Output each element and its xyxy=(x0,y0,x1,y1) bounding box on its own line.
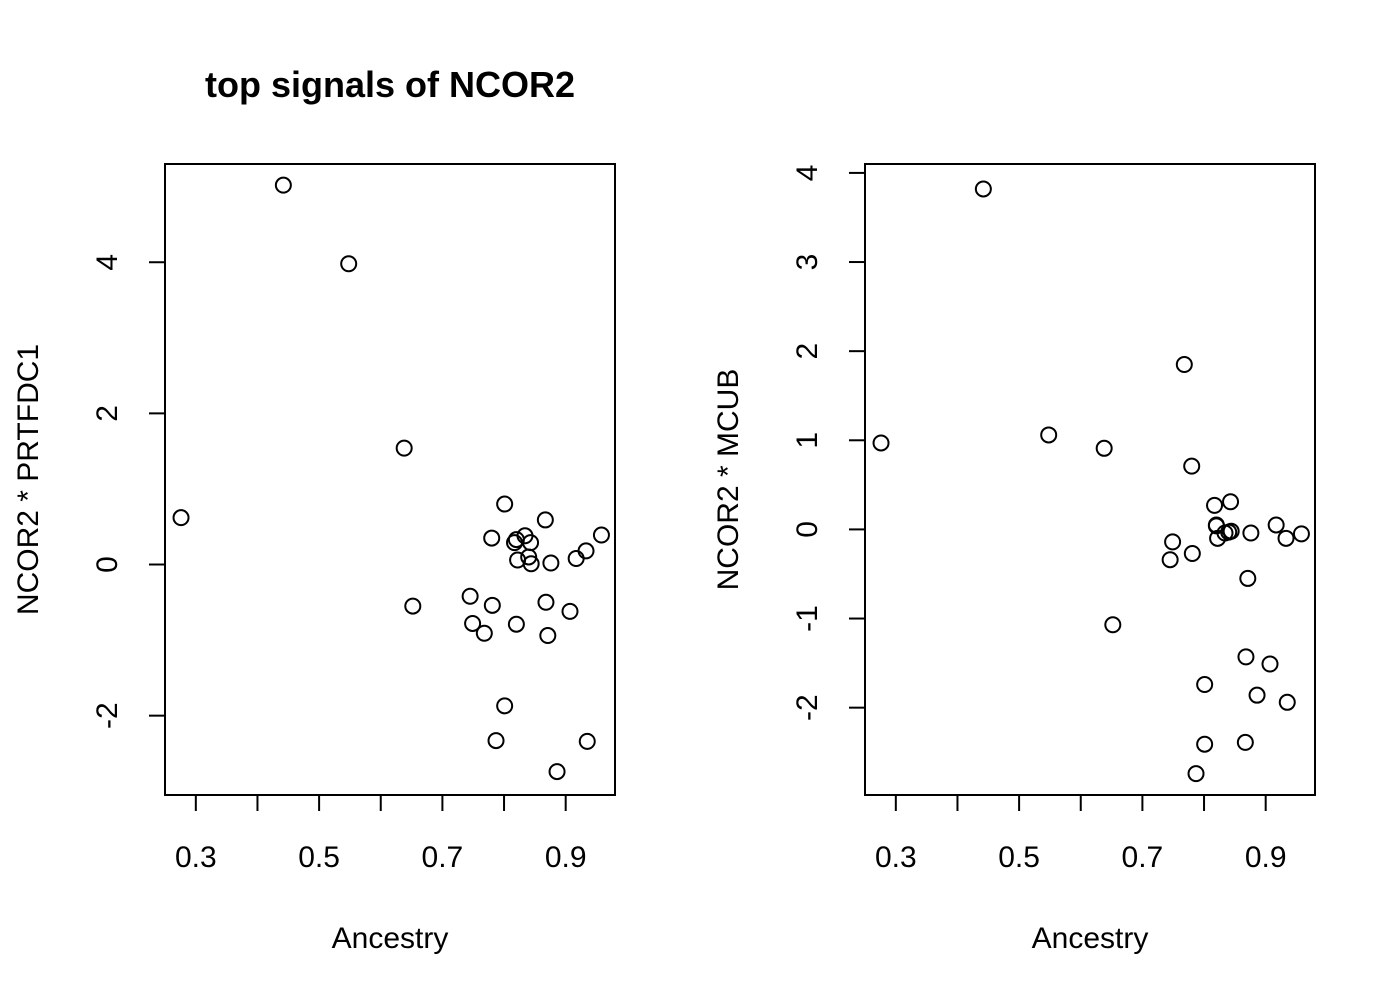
data-point xyxy=(507,615,525,633)
data-point xyxy=(1222,522,1240,540)
data-point xyxy=(1095,439,1113,457)
x-tick-label: 0.9 xyxy=(545,841,587,874)
data-point xyxy=(974,180,992,198)
x-tick-label: 0.7 xyxy=(1122,841,1164,874)
data-point xyxy=(1278,693,1296,711)
data-point xyxy=(1277,529,1295,547)
data-point xyxy=(1248,686,1266,704)
y-tick-label: 0 xyxy=(91,556,124,573)
x-tick-label: 0.3 xyxy=(175,841,217,874)
x-axis-label: Ancestry xyxy=(332,922,449,955)
data-point xyxy=(1161,551,1179,569)
y-tick-label: 4 xyxy=(791,165,824,182)
data-point xyxy=(567,549,585,567)
y-tick-label: 2 xyxy=(791,343,824,360)
scatter-panel-2: 0.3 0.5 0.7 0.9 -2 -1 0 1 2 3 4 Ancestry NCOR2 * MCU… xyxy=(712,163,1316,955)
data-point xyxy=(1236,733,1254,751)
data-point xyxy=(340,255,358,273)
x-tick-label: 0.7 xyxy=(422,841,464,874)
x-tick-label: 0.3 xyxy=(875,841,917,874)
data-point xyxy=(1183,457,1201,475)
data-point xyxy=(487,732,505,750)
data-point xyxy=(1183,544,1201,562)
data-point xyxy=(561,602,579,620)
data-point xyxy=(172,509,190,527)
data-point xyxy=(496,495,514,513)
x-tick-label: 0.5 xyxy=(298,841,340,874)
data-point xyxy=(577,542,595,560)
y-tick-label: 3 xyxy=(791,254,824,271)
plot-frame xyxy=(864,163,1316,796)
figure-title: top signals of NCOR2 xyxy=(205,64,575,105)
data-point xyxy=(274,176,292,194)
data-point xyxy=(1237,648,1255,666)
data-point xyxy=(1040,426,1058,444)
data-point xyxy=(537,593,555,611)
data-point xyxy=(548,763,566,781)
data-point xyxy=(483,596,501,614)
y-axis-label: NCOR2 * MCUB xyxy=(712,369,745,591)
data-point xyxy=(496,697,514,715)
scatter-panel-1: 0.3 0.5 0.7 0.9 -2 0 2 4 Ancestry NCOR2 * PRTFDC1 xyxy=(12,163,616,955)
y-tick-label: 1 xyxy=(791,432,824,449)
data-point xyxy=(1267,516,1285,534)
y-tick-label: 0 xyxy=(791,521,824,538)
data-point xyxy=(475,624,493,642)
plot-frame xyxy=(164,163,616,796)
data-point xyxy=(578,732,596,750)
data-point xyxy=(404,597,422,615)
data-point xyxy=(872,434,890,452)
y-tick-label: -1 xyxy=(791,605,824,632)
data-point xyxy=(1239,569,1257,587)
y-tick-label: 4 xyxy=(91,254,124,271)
data-point xyxy=(1164,533,1182,551)
data-point xyxy=(542,554,560,572)
data-point xyxy=(539,627,557,645)
data-point xyxy=(592,526,610,544)
data-point xyxy=(483,529,501,547)
data-point xyxy=(1187,765,1205,783)
y-tick-label: -2 xyxy=(91,702,124,729)
data-point xyxy=(1261,655,1279,673)
data-point xyxy=(536,511,554,529)
data-point xyxy=(1196,675,1214,693)
data-point xyxy=(522,534,540,552)
x-tick-label: 0.9 xyxy=(1245,841,1287,874)
data-point xyxy=(1242,524,1260,542)
data-point xyxy=(522,555,540,573)
data-point xyxy=(395,439,413,457)
data-point xyxy=(464,614,482,632)
y-tick-label: 2 xyxy=(91,405,124,422)
data-point xyxy=(1222,493,1240,511)
data-point xyxy=(1206,496,1224,514)
data-point xyxy=(1292,525,1310,543)
panels: 0.3 0.5 0.7 0.9 -2 0 2 4 Ancestry NCOR2 * PRTFDC1… xyxy=(12,163,1316,955)
data-point xyxy=(1175,356,1193,374)
data-point xyxy=(461,587,479,605)
y-tick-label: -2 xyxy=(791,694,824,721)
data-point xyxy=(1104,616,1122,634)
x-tick-label: 0.5 xyxy=(998,841,1040,874)
data-point xyxy=(1196,735,1214,753)
y-axis-label: NCOR2 * PRTFDC1 xyxy=(12,344,45,615)
x-axis-label: Ancestry xyxy=(1032,922,1149,955)
